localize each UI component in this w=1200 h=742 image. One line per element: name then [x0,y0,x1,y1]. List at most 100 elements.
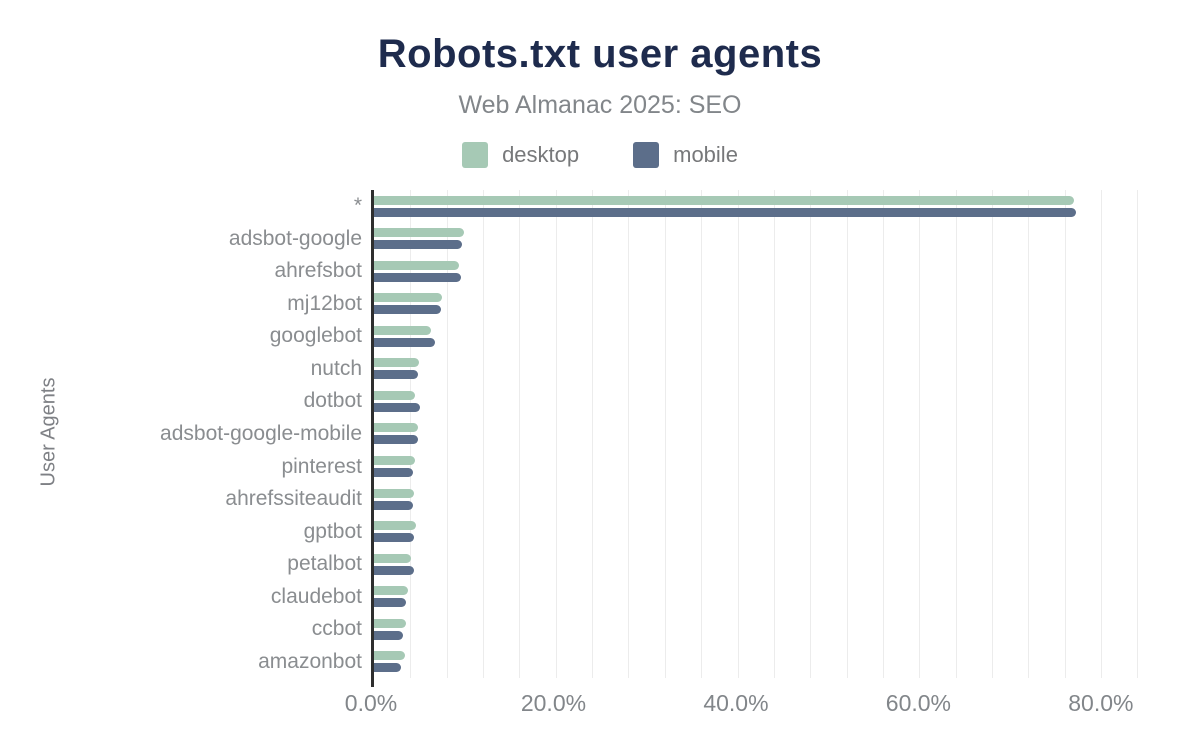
bar-row-petalbot [374,548,1141,581]
bar-rows [374,190,1141,678]
bar-row-adsbot-google-mobile [374,418,1141,451]
category-label: claudebot [270,584,362,608]
legend-swatch-mobile [633,142,660,168]
gridline [991,190,993,678]
legend-item-mobile: mobile [633,142,738,168]
bar-desktop [374,293,443,303]
bar-mobile [374,207,1076,217]
bar-desktop [374,260,460,270]
bar-desktop [374,586,408,596]
gridline [628,190,630,678]
bar-mobile [374,240,463,250]
x-tick-label: 40.0% [703,690,769,716]
x-tick-label: 80.0% [1068,690,1134,716]
legend-swatch-desktop [462,142,489,168]
bar-desktop [374,423,418,433]
gridline [446,190,448,678]
x-tick-label: 20.0% [520,690,587,716]
y-axis-title: User Agents [37,377,60,487]
bar-mobile [374,663,402,673]
bar-row-ccbot [374,613,1141,646]
x-tick-label: 60.0% [885,690,951,716]
bar-row-mj12bot [374,288,1141,321]
plot-area [371,190,1141,687]
category-label: amazonbot [258,649,362,673]
bar-row-claudebot [374,580,1141,613]
gridline [882,190,884,678]
bar-desktop [374,325,432,335]
category-label: nutch [310,356,362,380]
gridline [555,190,557,678]
bar-row-ahrefssiteaudit [374,483,1141,516]
bar-mobile [374,305,442,315]
bar-mobile [374,500,414,510]
category-label: mj12bot [287,291,362,315]
category-label: googlebot [269,324,362,348]
legend: desktop mobile [0,142,1200,168]
gridline [810,190,812,678]
category-label: adsbot-google-mobile [160,421,362,445]
bar-desktop [374,228,464,238]
bar-row-dotbot [374,385,1141,418]
bar-desktop [374,390,415,400]
bar-row-nutch [374,353,1141,386]
x-axis-labels: 0.0% 20.0% 40.0% 60.0% 80.0% [345,690,1141,720]
gridline [519,190,521,678]
x-axis-zero-tick [371,678,374,687]
category-label: adsbot-google [228,226,362,250]
bar-desktop [374,195,1074,205]
bar-mobile [374,272,462,282]
bar-mobile [374,533,414,543]
category-label: pinterest [281,454,362,478]
bar-mobile [374,630,404,640]
gridline [1101,190,1102,678]
gridline [955,190,957,678]
gridline [737,190,739,678]
gridline [664,190,666,678]
bar-mobile [374,565,414,575]
category-label: * [353,194,362,218]
gridline [919,190,921,678]
bar-row-pinterest [374,450,1141,483]
bar-mobile [374,337,435,347]
legend-label-desktop: desktop [502,142,580,167]
x-tick-label: 0.0% [344,690,398,716]
bar-mobile [374,435,418,445]
bar-desktop [374,618,406,628]
chart-subtitle: Web Almanac 2025: SEO [458,91,742,119]
category-label: petalbot [287,552,362,576]
gridline [1137,190,1139,678]
bar-mobile [374,598,406,608]
category-label: dotbot [303,389,362,413]
gridline [1064,190,1066,678]
bar-mobile [374,468,414,478]
gridline [410,190,412,678]
bar-row-adsbot-google [374,223,1141,256]
gridline [846,190,848,678]
bar-row-* [374,190,1141,223]
gridline [483,190,485,678]
chart-title: Robots.txt user agents [377,32,823,76]
bar-desktop [374,521,416,531]
gridline [1028,190,1030,678]
bar-desktop [374,553,412,563]
category-label: ahrefssiteaudit [225,487,362,511]
gridline [701,190,703,678]
bar-row-amazonbot [374,645,1141,678]
bar-desktop [374,358,420,368]
bar-desktop [374,456,415,466]
gridline [773,190,775,678]
bar-row-ahrefsbot [374,255,1141,288]
bar-desktop [374,488,414,498]
bar-mobile [374,370,418,380]
legend-item-desktop: desktop [462,142,579,168]
category-label: gptbot [303,519,362,543]
legend-label-mobile: mobile [673,142,738,167]
category-labels: * adsbot-google ahrefsbot mj12bot googlebot n… [80,190,362,678]
category-label: ahrefsbot [274,259,362,283]
bar-row-gptbot [374,515,1141,548]
bar-desktop [374,651,405,661]
category-label: ccbot [311,617,362,641]
bar-row-googlebot [374,320,1141,353]
